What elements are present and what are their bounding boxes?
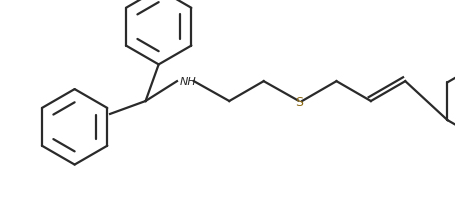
Text: S: S [295,95,303,108]
Text: NH: NH [180,77,197,87]
